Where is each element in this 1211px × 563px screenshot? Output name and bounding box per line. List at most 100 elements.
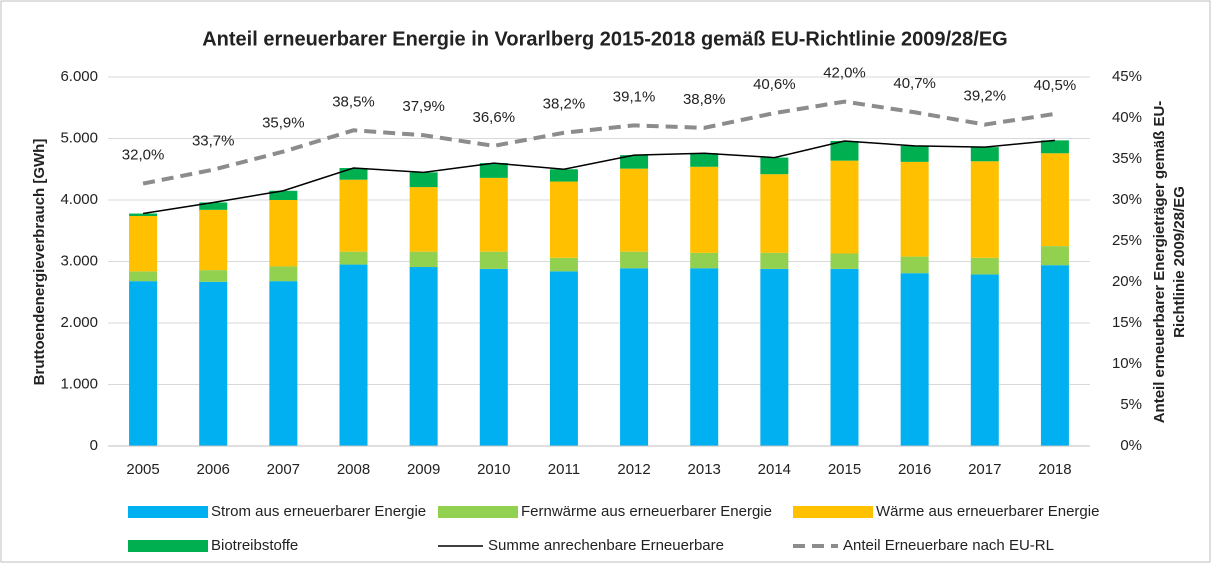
bar-segment — [1040, 153, 1069, 247]
bar-segment — [1040, 246, 1069, 266]
bar-segment — [409, 172, 438, 188]
legend-label: Anteil Erneuerbare nach EU-RL — [843, 537, 1054, 554]
bar-segment — [129, 213, 158, 216]
y2-tick-label: 20% — [1112, 273, 1142, 290]
data-label: 35,9% — [262, 115, 305, 132]
bar-segment — [620, 268, 649, 446]
x-tick-label: 2010 — [477, 461, 510, 478]
legend-swatch — [793, 506, 873, 518]
bar-segment — [409, 251, 438, 268]
data-label: 40,5% — [1034, 77, 1077, 94]
bar-segment — [760, 157, 789, 175]
bar-segment — [690, 252, 719, 269]
data-label: 39,2% — [964, 88, 1007, 105]
bar-segment — [549, 169, 578, 182]
data-label: 39,1% — [613, 88, 656, 105]
bar-segment — [830, 160, 859, 254]
bar-segment — [900, 273, 929, 446]
bar-segment — [269, 190, 298, 200]
x-tick-label: 2009 — [407, 461, 440, 478]
bar-segment — [690, 268, 719, 446]
data-label: 38,8% — [683, 91, 726, 108]
y2-tick-label: 45% — [1112, 68, 1142, 85]
bar-segment — [129, 215, 158, 272]
bar-segment — [620, 251, 649, 269]
y2-tick-label: 10% — [1112, 355, 1142, 372]
bar-segment — [620, 155, 649, 169]
y2-tick-label: 5% — [1120, 396, 1142, 413]
bar-segment — [900, 161, 929, 257]
x-tick-label: 2007 — [267, 461, 300, 478]
y2-tick-label: 0% — [1120, 437, 1142, 454]
y2-tick-label: 15% — [1112, 314, 1142, 331]
data-label: 40,7% — [893, 75, 936, 92]
x-tick-label: 2018 — [1038, 461, 1071, 478]
legend-label: Strom aus erneuerbarer Energie — [211, 503, 426, 520]
y-tick-label: 2.000 — [60, 314, 98, 331]
data-label: 38,5% — [332, 93, 375, 110]
bar-segment — [830, 140, 859, 161]
bar-segment — [339, 168, 368, 180]
x-tick-label: 2006 — [197, 461, 230, 478]
sum-line — [142, 139, 1056, 215]
x-tick-label: 2011 — [548, 461, 580, 478]
bar-segment — [970, 257, 999, 275]
bar-segment — [760, 268, 789, 446]
bar-segment — [129, 271, 158, 282]
x-tick-label: 2005 — [126, 461, 159, 478]
x-tick-label: 2016 — [898, 461, 931, 478]
bar-segment — [199, 202, 228, 210]
bar-segment — [339, 264, 368, 446]
bar-segment — [620, 168, 649, 252]
bar-segment — [339, 179, 368, 252]
bar-segment — [199, 270, 228, 282]
y-tick-label: 6.000 — [60, 68, 98, 85]
legend-label: Summe anrechenbare Erneuerbare — [488, 537, 724, 554]
bar-segment — [690, 153, 719, 167]
bar-segment — [199, 281, 228, 446]
y2-tick-label: 25% — [1112, 232, 1142, 249]
x-tick-label: 2017 — [968, 461, 1001, 478]
bar-segment — [479, 251, 508, 269]
bar-segment — [900, 256, 929, 274]
y2-tick-label: 30% — [1112, 191, 1142, 208]
bar-segment — [199, 209, 228, 271]
bar-segment — [970, 161, 999, 258]
y-tick-label: 4.000 — [60, 191, 98, 208]
bar-segment — [900, 145, 929, 162]
bar-segment — [549, 181, 578, 258]
data-label: 42,0% — [823, 65, 866, 82]
bar-segment — [129, 281, 158, 446]
y-tick-label: 3.000 — [60, 252, 98, 269]
x-tick-label: 2015 — [828, 461, 861, 478]
bar-segment — [409, 267, 438, 446]
y2-axis-label: Richtlinie 2009/28/EG — [1171, 186, 1188, 338]
data-label: 32,0% — [122, 147, 165, 164]
x-tick-label: 2014 — [758, 461, 791, 478]
bar-segment — [1040, 265, 1069, 446]
data-label: 33,7% — [192, 133, 235, 150]
x-tick-label: 2008 — [337, 461, 370, 478]
y-axis-label: Bruttoendenergieverbrauch [GWh] — [31, 139, 48, 386]
data-label: 38,2% — [543, 96, 586, 113]
data-label: 40,6% — [753, 76, 796, 93]
bar-segment — [479, 163, 508, 178]
legend-swatch — [128, 506, 208, 518]
y2-tick-label: 35% — [1112, 150, 1142, 167]
bar-segment — [339, 251, 368, 265]
y-tick-label: 0 — [90, 437, 98, 454]
legend-label: Fernwärme aus erneuerbarer Energie — [521, 503, 772, 520]
bar-segment — [1040, 140, 1069, 154]
bar-segment — [479, 177, 508, 252]
bar-segment — [970, 147, 999, 162]
bar-segment — [970, 274, 999, 446]
legend-swatch — [128, 540, 208, 552]
bar-segment — [269, 281, 298, 446]
x-tick-label: 2012 — [617, 461, 650, 478]
y2-tick-label: 40% — [1112, 109, 1142, 126]
dashed-line — [142, 99, 1056, 186]
bar-segment — [479, 268, 508, 446]
bar-segment — [830, 253, 859, 269]
